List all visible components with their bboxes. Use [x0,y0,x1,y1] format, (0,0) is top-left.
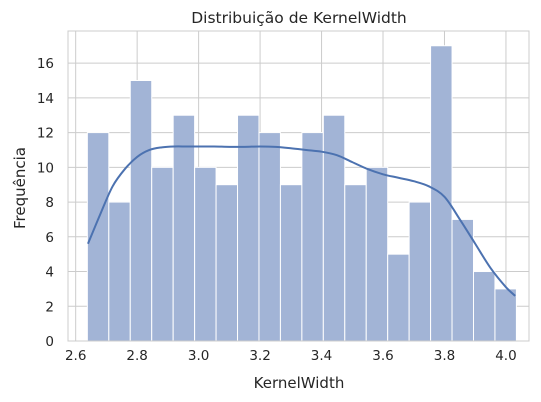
x-tick-label: 3.8 [434,348,455,364]
y-tick-label: 14 [37,91,54,107]
histogram-bar [365,166,389,342]
x-tick-label: 2.6 [65,348,86,364]
kde-curve-group [87,145,516,297]
histogram-bar [129,79,153,342]
histogram-bar [387,253,410,342]
histogram-bar [472,271,496,342]
x-axis-ticks: 2.6 2.8 3.0 3.2 3.4 3.6 3.8 4.0 [65,348,517,364]
y-tick-label: 10 [37,160,54,176]
x-tick-label: 2.8 [126,348,147,364]
histogram-bar [108,201,131,342]
histogram-bar [301,132,324,342]
plot-area-border [67,30,530,342]
histogram-bar [344,184,367,342]
histogram-bar [494,288,517,342]
histogram-bar [194,166,217,342]
y-tick-label: 0 [45,334,54,350]
y-axis-ticks: 0 2 4 6 8 10 12 14 16 [37,56,54,350]
histogram-bar [237,114,260,342]
x-tick-label: 3.6 [372,348,393,364]
histogram-bar [215,184,239,342]
histogram-bars [86,45,517,342]
y-tick-label: 4 [45,265,54,281]
histogram-bar [151,166,174,342]
y-tick-label: 12 [37,126,54,142]
histogram-bar [258,132,281,342]
y-tick-label: 2 [45,299,54,315]
y-axis-label: Frequência [11,147,29,229]
y-tick-label: 8 [45,195,54,211]
histogram-bar [279,184,303,342]
histogram-bar [322,114,346,342]
histogram-bar [408,201,432,342]
kde-curve [87,145,516,297]
y-tick-label: 6 [45,230,54,246]
x-axis-label: KernelWidth [254,374,345,392]
x-tick-label: 3.2 [249,348,270,364]
x-tick-label: 3.0 [188,348,209,364]
histogram-bar [172,114,196,342]
axes-frame [67,30,530,342]
x-tick-label: 4.0 [495,348,516,364]
x-tick-label: 3.4 [311,348,332,364]
y-tick-label: 16 [37,56,54,72]
chart-title: Distribuição de KernelWidth [191,9,407,27]
